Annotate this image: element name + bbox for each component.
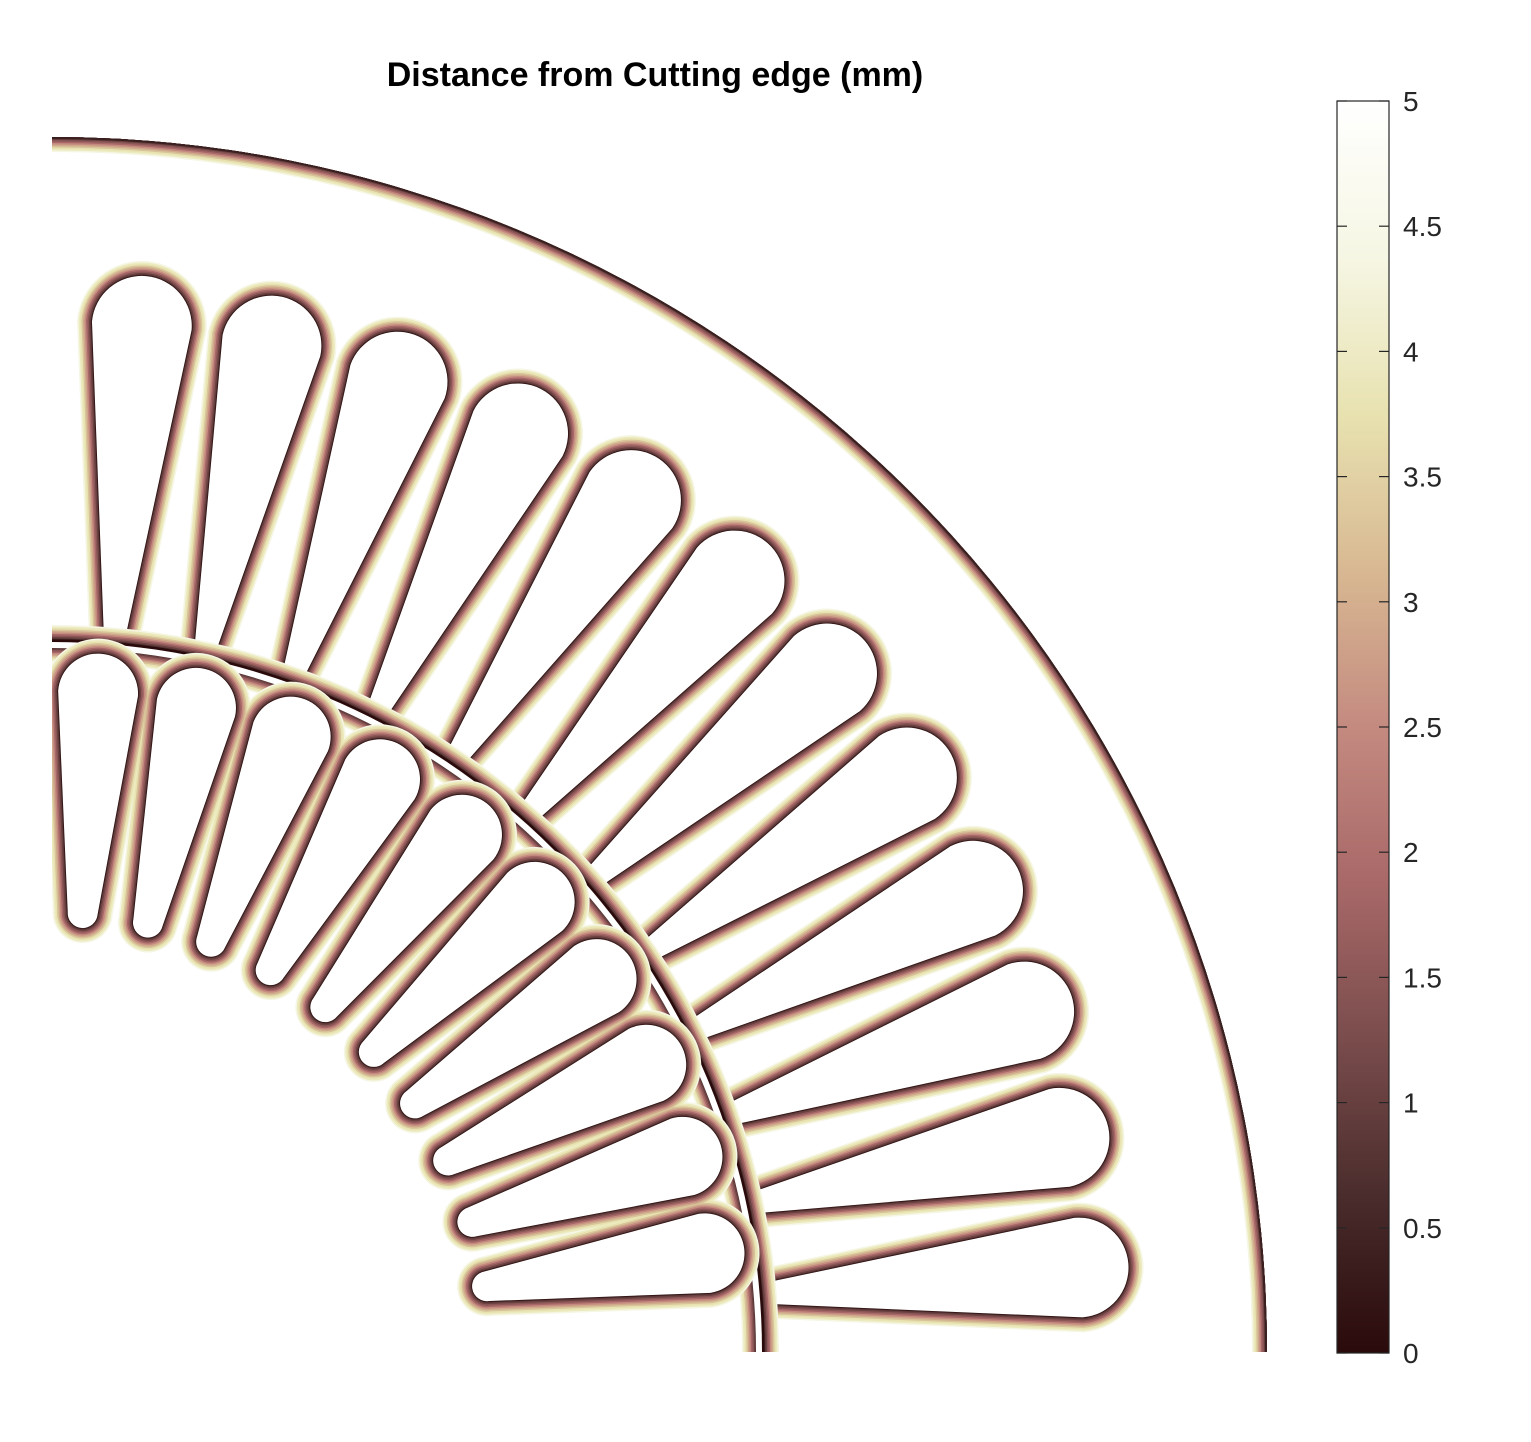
- rotor-slot: [255, 739, 421, 986]
- rotor-slots-field: [52, 638, 760, 1317]
- rotor-slot: [132, 667, 236, 938]
- stator-slot: [582, 623, 877, 889]
- plot-area: [52, 137, 1267, 1352]
- rotor-slot: [433, 1024, 687, 1176]
- stator-slot: [720, 961, 1075, 1126]
- rotor-slot: [400, 939, 637, 1119]
- colorbar-tick-label: 4: [1403, 336, 1419, 367]
- colorbar: 0 0.5 1 1.5 2 2.5 3 3.5 4 4.5 5: [1336, 86, 1442, 1369]
- rotor-slot: [58, 653, 139, 929]
- colorbar-tick-label: 5: [1403, 86, 1419, 117]
- colorbar-tick-label: 2: [1403, 837, 1419, 868]
- stator-slot: [91, 275, 192, 646]
- stator-slot: [366, 383, 569, 721]
- stator-slot: [518, 530, 785, 824]
- colorbar-tick-label: 3: [1403, 587, 1419, 618]
- stator-slot: [745, 1087, 1110, 1214]
- colorbar-tick-label: 4.5: [1403, 211, 1442, 242]
- stator-slot: [445, 450, 681, 768]
- colorbar-tick-label: 1.5: [1403, 962, 1442, 993]
- stator-slot: [194, 295, 322, 660]
- rotor-slot: [310, 794, 502, 1023]
- stator-slots-field: [77, 260, 1144, 1333]
- stator-slot: [638, 727, 957, 962]
- colorbar-tick-label: 2.5: [1403, 712, 1442, 743]
- rotor-slot: [457, 1116, 723, 1237]
- shaft-region: [52, 962, 442, 1352]
- chart-title: Distance from Cutting edge (mm): [386, 56, 924, 94]
- rotor-slot: [196, 696, 331, 957]
- stator-slot: [758, 1217, 1129, 1318]
- colorbar-tick-label: 1: [1403, 1088, 1419, 1119]
- rotor-slot: [358, 861, 575, 1067]
- stator-slot: [684, 840, 1023, 1041]
- colorbar-tick-label: 3.5: [1403, 462, 1442, 493]
- colorbar-tick-label: 0.5: [1403, 1213, 1442, 1244]
- rotor-slot: [472, 1213, 745, 1302]
- stator-slot: [282, 331, 448, 685]
- rotor-inner-boundary: [52, 962, 442, 1352]
- colorbar-tick-label: 0: [1403, 1338, 1419, 1369]
